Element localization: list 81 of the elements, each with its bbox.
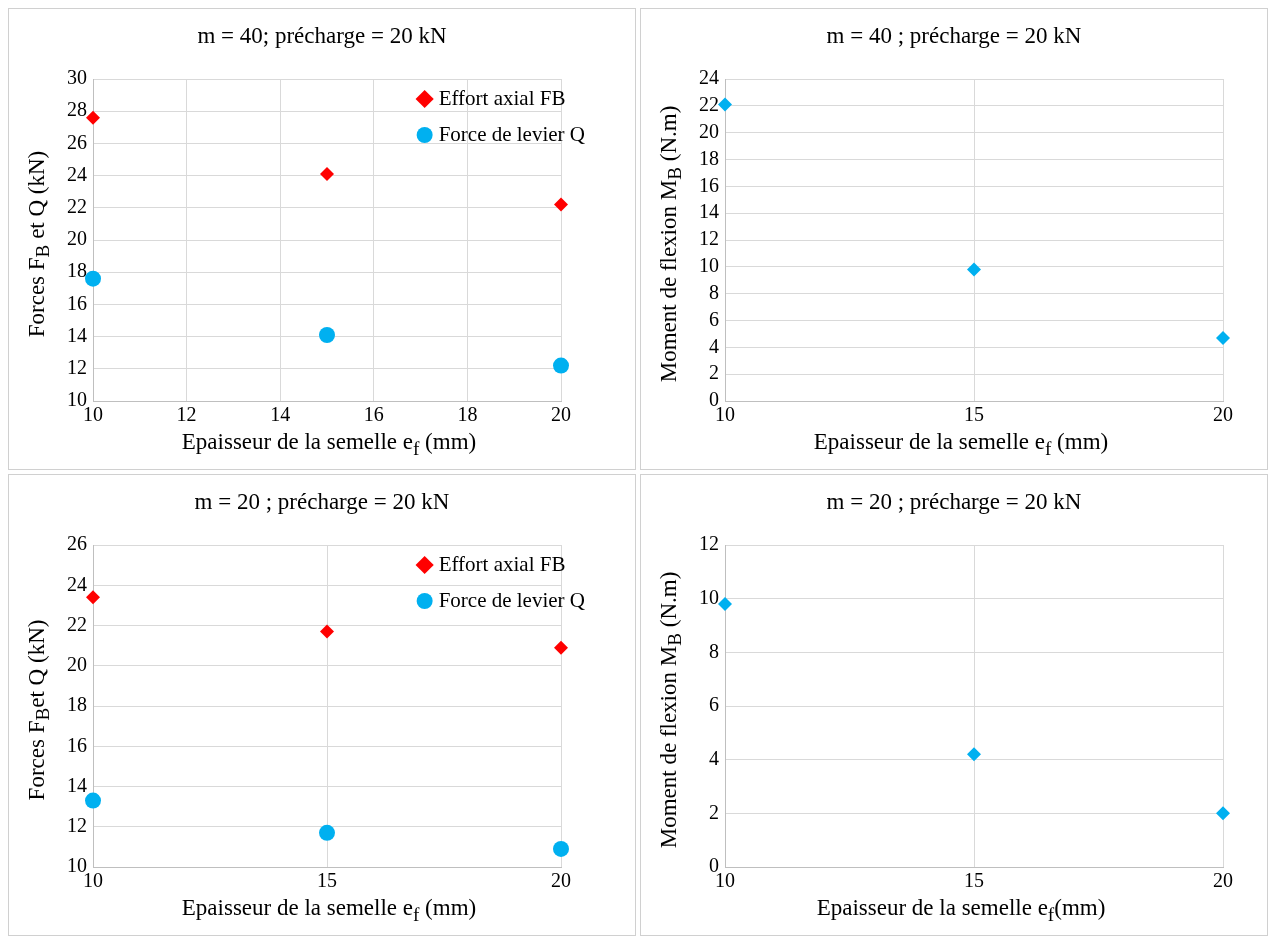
y-tick-label: 16 bbox=[67, 291, 87, 314]
x-tick-label: 20 bbox=[1213, 403, 1233, 426]
y-tick-label: 16 bbox=[67, 733, 87, 756]
point bbox=[718, 97, 732, 112]
y-tick-label: 12 bbox=[67, 814, 87, 836]
x-tick-label: 20 bbox=[551, 403, 571, 426]
legend-label: Effort axial FB bbox=[438, 551, 566, 576]
y-tick-label: 16 bbox=[699, 173, 719, 196]
y-tick-label: 22 bbox=[67, 195, 87, 218]
point bbox=[86, 590, 100, 605]
point bbox=[85, 270, 101, 287]
x-tick-label: 20 bbox=[551, 869, 571, 892]
y-tick-label: 4 bbox=[709, 746, 719, 769]
y-tick-label: 24 bbox=[67, 162, 87, 185]
point bbox=[320, 166, 334, 181]
point bbox=[553, 357, 569, 374]
point bbox=[553, 840, 569, 857]
point bbox=[1216, 330, 1230, 345]
y-tick-label: 2 bbox=[709, 361, 719, 384]
legend-label: Effort axial FB bbox=[438, 85, 566, 110]
x-axis-title: Epaisseur de la semelle e$_{f}$ (mm) bbox=[180, 895, 478, 926]
legend-label: Force de levier Q bbox=[438, 121, 586, 146]
y-tick-label: 10 bbox=[699, 585, 719, 608]
chart-title: m = 20 ; précharge = 20 kN bbox=[193, 489, 451, 515]
legend-label: Force de levier Q bbox=[438, 587, 586, 612]
point bbox=[718, 597, 732, 612]
chart-title: m = 40; précharge = 20 kN bbox=[196, 23, 448, 49]
x-tick-label: 12 bbox=[176, 403, 197, 426]
y-tick-label: 14 bbox=[67, 773, 87, 796]
point bbox=[1216, 806, 1230, 821]
x-tick-label: 16 bbox=[363, 403, 384, 426]
y-tick-label: 12 bbox=[699, 227, 719, 250]
y-tick-label: 26 bbox=[67, 130, 87, 153]
x-tick-label: 20 bbox=[1213, 869, 1233, 892]
y-tick-label: 10 bbox=[699, 254, 719, 277]
y-tick-label: 20 bbox=[67, 227, 87, 250]
x-tick-label: 14 bbox=[270, 403, 291, 426]
y-tick-label: 10 bbox=[67, 388, 87, 411]
point bbox=[320, 624, 334, 639]
y-tick-label: 18 bbox=[67, 259, 87, 282]
y-tick-label: 12 bbox=[699, 532, 719, 555]
y-tick-label: 18 bbox=[67, 693, 87, 716]
y-tick-label: 30 bbox=[67, 66, 87, 89]
point bbox=[319, 326, 335, 343]
point bbox=[967, 262, 981, 277]
point bbox=[319, 824, 335, 841]
y-tick-label: 8 bbox=[709, 639, 719, 662]
x-tick-label: 15 bbox=[964, 869, 984, 892]
y-tick-label: 2 bbox=[709, 800, 719, 823]
x-tick-label: 18 bbox=[457, 403, 478, 426]
y-tick-label: 20 bbox=[67, 653, 87, 675]
y-tick-label: 24 bbox=[699, 66, 719, 89]
x-tick-label: 15 bbox=[317, 869, 337, 892]
y-tick-label: 6 bbox=[709, 693, 719, 716]
y-tick-label: 12 bbox=[67, 356, 87, 379]
y-tick-label: 10 bbox=[67, 854, 87, 877]
point bbox=[554, 640, 568, 655]
y-tick-label: 22 bbox=[699, 93, 719, 116]
y-tick-label: 18 bbox=[699, 146, 719, 169]
y-tick-label: 24 bbox=[67, 572, 87, 595]
x-tick-label: 15 bbox=[964, 403, 984, 426]
y-tick-label: 22 bbox=[67, 612, 87, 635]
x-axis-title: Epaisseur de la semelle e$_{f}$ (mm) bbox=[180, 429, 478, 460]
y-tick-label: 28 bbox=[67, 98, 87, 121]
y-tick-label: 26 bbox=[67, 532, 87, 555]
x-axis-title: Epaisseur de la semelle e$_{f}$ (mm) bbox=[812, 429, 1110, 460]
y-tick-label: 0 bbox=[709, 854, 719, 877]
y-tick-label: 14 bbox=[67, 323, 87, 346]
y-tick-label: 6 bbox=[709, 307, 719, 330]
y-tick-label: 20 bbox=[699, 119, 719, 142]
y-tick-label: 8 bbox=[709, 280, 719, 303]
point bbox=[967, 747, 981, 762]
y-tick-label: 4 bbox=[709, 334, 719, 357]
point bbox=[86, 110, 100, 125]
chart-title: m = 20 ; précharge = 20 kN bbox=[825, 489, 1083, 515]
chart-title: m = 40 ; précharge = 20 kN bbox=[825, 23, 1083, 49]
point bbox=[554, 197, 568, 212]
y-tick-label: 14 bbox=[699, 200, 719, 223]
x-axis-title: Epaisseur de la semelle e$_{f}$(mm) bbox=[815, 895, 1107, 926]
y-tick-label: 0 bbox=[709, 388, 719, 411]
point bbox=[85, 792, 101, 809]
